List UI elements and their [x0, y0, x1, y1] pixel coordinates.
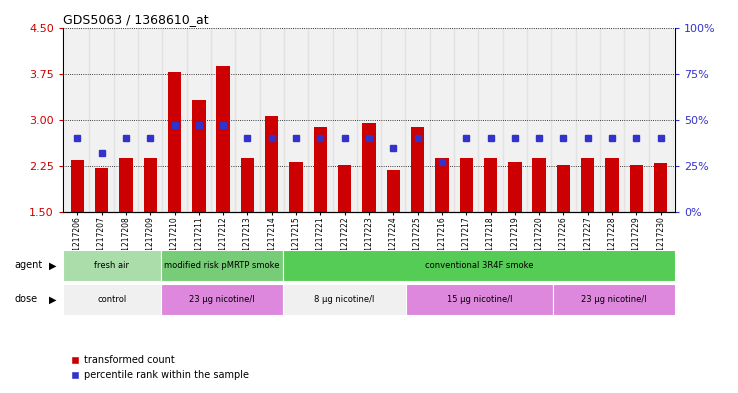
Text: 23 μg nicotine/l: 23 μg nicotine/l — [189, 295, 255, 304]
Bar — [411, 127, 424, 212]
Bar — [454, 28, 478, 212]
Bar — [95, 168, 108, 212]
Bar — [551, 28, 576, 212]
Bar — [314, 127, 327, 212]
Bar — [144, 158, 157, 212]
Bar — [357, 28, 381, 212]
Bar — [283, 250, 675, 281]
Text: ▶: ▶ — [49, 260, 57, 270]
Bar — [435, 158, 449, 212]
Bar — [600, 28, 624, 212]
Bar — [581, 158, 594, 212]
Bar — [63, 284, 161, 315]
Text: GDS5063 / 1368610_at: GDS5063 / 1368610_at — [63, 13, 208, 26]
Bar — [484, 158, 497, 212]
Bar — [406, 284, 553, 315]
Bar — [308, 28, 333, 212]
Bar — [161, 250, 283, 281]
Bar — [89, 28, 114, 212]
Bar — [71, 160, 84, 212]
Bar — [605, 158, 618, 212]
Bar — [381, 28, 405, 212]
Text: fresh air: fresh air — [94, 261, 129, 270]
Bar — [624, 28, 649, 212]
Text: agent: agent — [15, 260, 43, 270]
Text: 15 μg nicotine/l: 15 μg nicotine/l — [446, 295, 512, 304]
Bar — [553, 284, 675, 315]
Bar — [503, 28, 527, 212]
Bar — [289, 162, 303, 212]
Bar — [405, 28, 430, 212]
Bar — [260, 28, 284, 212]
Bar — [284, 28, 308, 212]
Bar — [241, 158, 254, 212]
Bar — [120, 158, 133, 212]
Text: ▶: ▶ — [49, 294, 57, 305]
Bar — [283, 284, 406, 315]
Bar — [333, 28, 357, 212]
Bar — [114, 28, 138, 212]
Bar — [265, 116, 278, 212]
Legend: transformed count, percentile rank within the sample: transformed count, percentile rank withi… — [68, 352, 253, 384]
Bar — [576, 28, 600, 212]
Text: conventional 3R4F smoke: conventional 3R4F smoke — [425, 261, 534, 270]
Bar — [138, 28, 162, 212]
Bar — [649, 28, 673, 212]
Bar — [211, 28, 235, 212]
Bar — [362, 123, 376, 212]
Text: modified risk pMRTP smoke: modified risk pMRTP smoke — [165, 261, 280, 270]
Bar — [192, 99, 206, 212]
Bar — [65, 28, 89, 212]
Bar — [527, 28, 551, 212]
Bar — [630, 165, 643, 212]
Text: 8 μg nicotine/l: 8 μg nicotine/l — [314, 295, 375, 304]
Bar — [387, 170, 400, 212]
Bar — [162, 28, 187, 212]
Bar — [556, 165, 570, 212]
Bar — [235, 28, 260, 212]
Bar — [216, 66, 230, 212]
Bar — [532, 158, 546, 212]
Bar — [478, 28, 503, 212]
Text: control: control — [97, 295, 126, 304]
Bar — [63, 250, 161, 281]
Text: 23 μg nicotine/l: 23 μg nicotine/l — [582, 295, 646, 304]
Bar — [508, 162, 522, 212]
Bar — [187, 28, 211, 212]
Text: dose: dose — [15, 294, 38, 305]
Bar — [338, 165, 351, 212]
Bar — [161, 284, 283, 315]
Bar — [168, 72, 182, 212]
Bar — [460, 158, 473, 212]
Bar — [430, 28, 454, 212]
Bar — [654, 163, 667, 212]
